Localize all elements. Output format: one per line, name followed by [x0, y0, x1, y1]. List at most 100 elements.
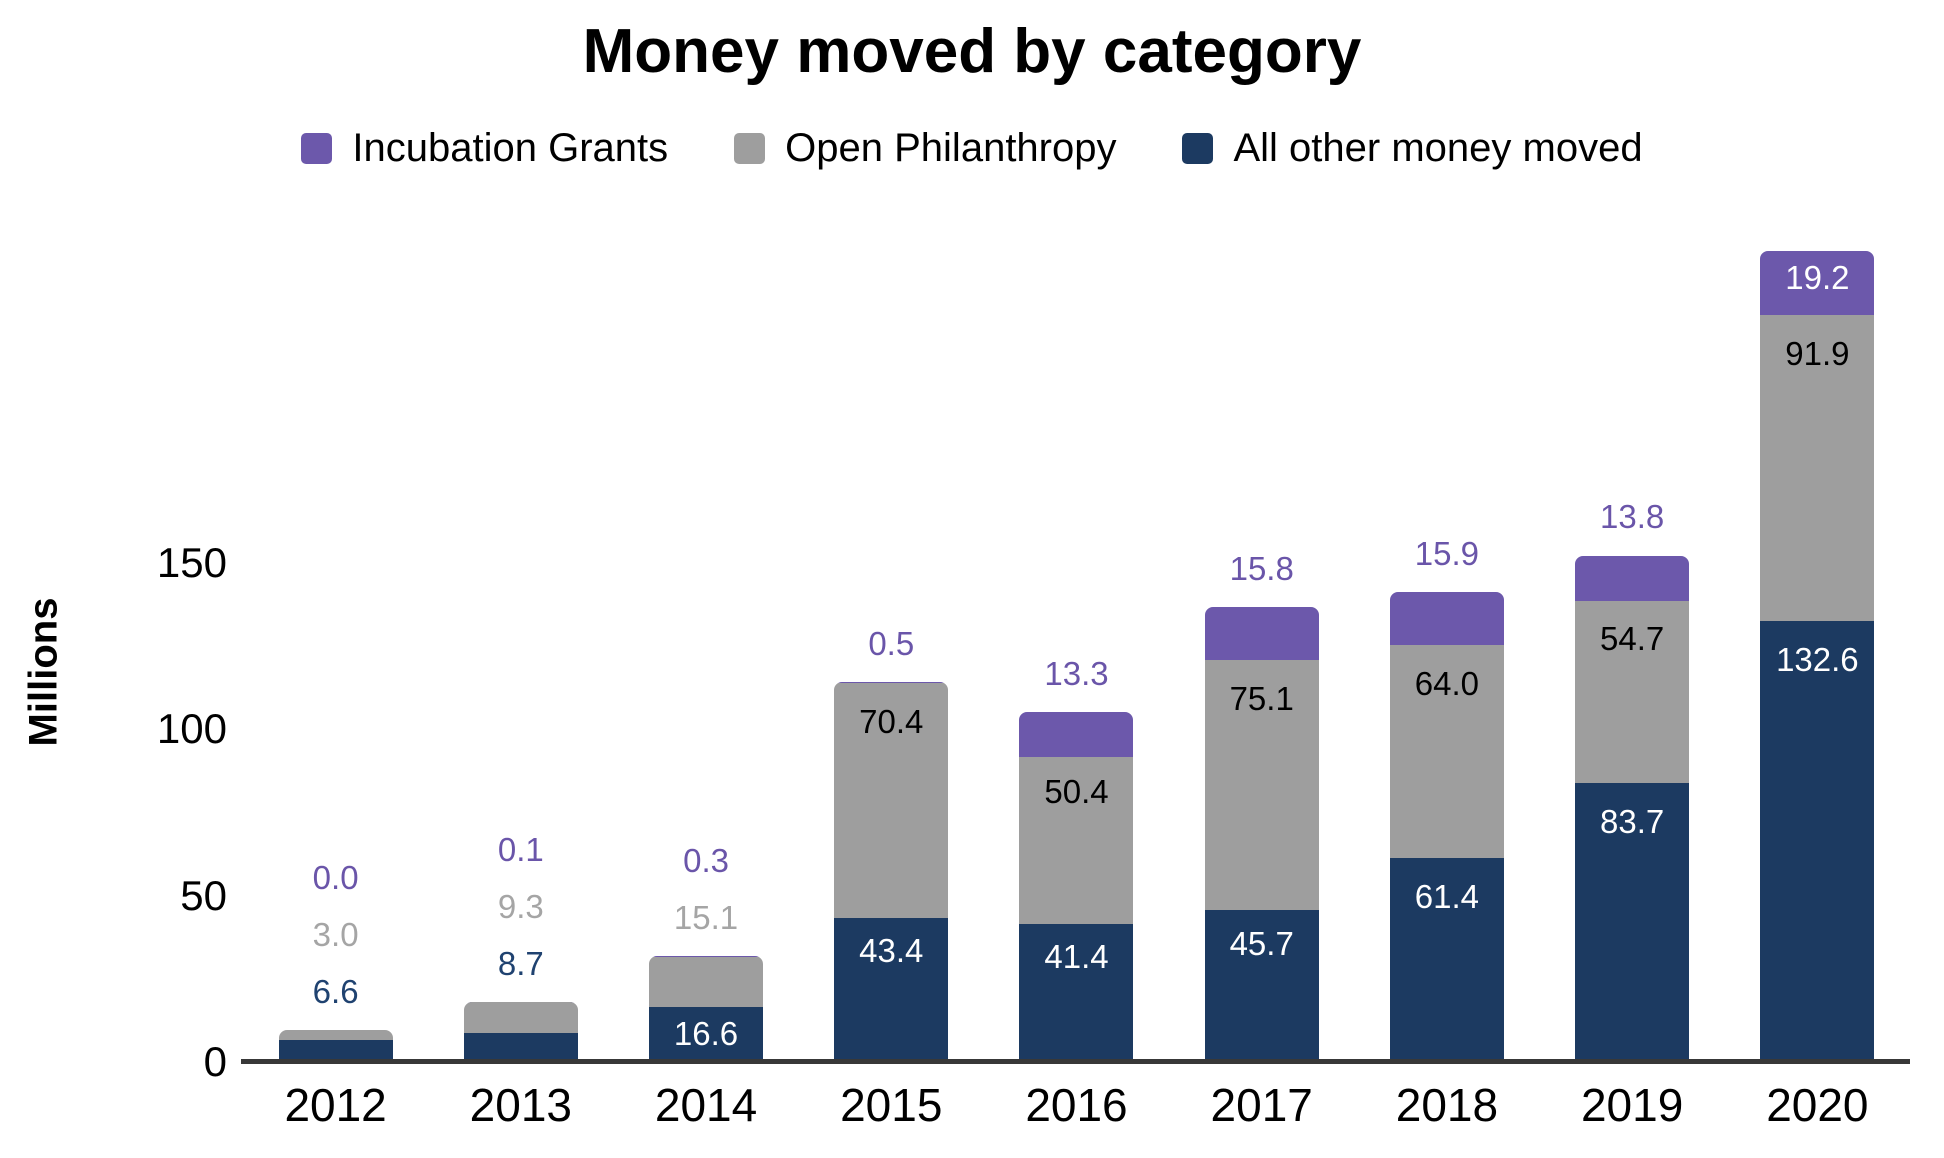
bar-segment: 61.4	[1389, 857, 1504, 1062]
x-axis-tick-label: 2019	[1580, 1079, 1684, 1131]
x-axis-tick-label: 2014	[654, 1079, 758, 1131]
segment-value-label: 43.4	[859, 932, 924, 970]
y-axis-tick-label: 150	[156, 538, 227, 586]
legend-item: Open Philanthropy	[734, 126, 1116, 171]
segment-value-label: 64.0	[1414, 664, 1480, 702]
segment-value-label: 16.6	[673, 1014, 739, 1052]
bar-segment	[834, 681, 949, 684]
segment-value-label: 75.1	[1229, 680, 1294, 717]
y-axis-tick-label: 50	[180, 871, 227, 919]
above-value-label: 13.3	[1044, 655, 1109, 693]
chart-title: Money moved by category	[582, 17, 1362, 86]
bar-column: 0.1 9.3 8.7 2013	[428, 200, 613, 1131]
legend-item: Incubation Grants	[301, 126, 668, 171]
above-bar-labels: 13.8	[1600, 488, 1664, 545]
bar-column: 0.0 3.0 6.6 2012	[243, 200, 428, 1131]
above-value-label: 9.3	[497, 887, 544, 925]
stacked-bar: 54.7 83.7	[1575, 555, 1690, 1062]
segment-value-label: 61.4	[1414, 877, 1480, 915]
stacked-bar: 19.2 91.9 132.6	[1760, 251, 1875, 1062]
stacked-bar: 64.0 61.4	[1389, 591, 1504, 1062]
bar-segment: 41.4	[1019, 924, 1134, 1062]
bar-segment	[463, 1002, 578, 1034]
bar-column: 64.0 61.4 15.9 2018	[1354, 200, 1539, 1131]
y-axis-tick-label: 0	[203, 1038, 227, 1085]
above-value-label: 8.7	[497, 944, 544, 982]
above-bar-labels: 15.8	[1230, 540, 1294, 597]
above-bar-labels: 0.0 3.0 6.6	[313, 849, 359, 1020]
above-value-label: 0.0	[312, 859, 359, 897]
stacked-bar: 16.6	[649, 955, 764, 1062]
segment-value-label: 132.6	[1776, 640, 1859, 678]
stacked-bar	[278, 1030, 393, 1062]
above-value-label: 6.6	[312, 973, 359, 1011]
bar-column: 70.4 43.4 0.5 2015	[799, 200, 984, 1131]
bar-segment: 50.4	[1019, 756, 1134, 925]
bar-column: 19.2 91.9 132.6 2020	[1725, 200, 1910, 1131]
above-bar-labels: 13.3	[1044, 645, 1108, 702]
segment-value-label: 54.7	[1600, 619, 1665, 657]
legend-swatch	[734, 133, 766, 164]
x-axis-tick-label: 2013	[469, 1079, 572, 1131]
segment-value-label: 70.4	[859, 703, 924, 741]
x-axis-tick-label: 2015	[840, 1079, 943, 1131]
above-value-label: 15.9	[1414, 534, 1480, 572]
segment-value-label: 91.9	[1785, 334, 1850, 372]
bar-column: 75.1 45.7 15.8 2017	[1169, 200, 1354, 1131]
segment-value-label: 45.7	[1229, 925, 1294, 963]
y-axis-title: Millions	[21, 597, 66, 747]
bar-column: 50.4 41.4 13.3 2016	[984, 200, 1169, 1131]
bar-segment: 19.2	[1760, 251, 1875, 315]
bar-segment: 64.0	[1389, 644, 1504, 858]
legend-swatch	[1182, 133, 1214, 164]
above-value-label: 15.8	[1229, 550, 1294, 588]
segment-value-label: 50.4	[1044, 773, 1109, 811]
x-axis-tick-label: 2012	[284, 1079, 387, 1131]
bar-segment: 132.6	[1760, 620, 1875, 1062]
x-axis-tick-label: 2018	[1395, 1079, 1499, 1131]
above-value-label: 0.1	[497, 830, 544, 868]
legend: Incubation Grants Open Philanthropy All ot…	[0, 126, 1944, 171]
bar-segment: 75.1	[1204, 660, 1319, 910]
bar-segment: 45.7	[1204, 909, 1319, 1062]
above-bar-labels: 0.3 15.1	[674, 832, 738, 946]
bar-segment: 54.7	[1575, 601, 1690, 784]
stacked-bar: 75.1 45.7	[1204, 607, 1319, 1062]
x-axis-tick-label: 2017	[1210, 1079, 1313, 1131]
x-axis-tick-label: 2016	[1025, 1079, 1128, 1131]
bar-segment	[1204, 607, 1319, 660]
bar-segment	[1389, 591, 1504, 645]
bar-columns: 0.0 3.0 6.6 2012 0.1 9.3 8.7 2013 16.6 0.3 15.1 201…	[243, 200, 1910, 1131]
segment-value-label: 83.7	[1600, 803, 1665, 841]
legend-item: All other money moved	[1182, 126, 1643, 171]
above-value-label: 3.0	[312, 916, 359, 954]
bar-segment: 43.4	[834, 917, 949, 1062]
bar-segment	[278, 1040, 393, 1062]
x-axis-line	[241, 1059, 1910, 1064]
bar-segment	[463, 1033, 578, 1062]
stacked-bar: 50.4 41.4	[1019, 712, 1134, 1062]
segment-value-label: 41.4	[1044, 938, 1109, 975]
above-value-label: 15.1	[673, 898, 739, 936]
bar-segment: 83.7	[1575, 783, 1690, 1062]
stacked-bar	[463, 1001, 578, 1062]
stacked-bar: 70.4 43.4	[834, 681, 949, 1062]
legend-swatch	[301, 133, 333, 164]
x-axis-tick-label: 2020	[1766, 1079, 1869, 1131]
bar-segment	[649, 956, 764, 1007]
above-bar-labels: 0.5	[868, 615, 914, 672]
legend-label: All other money moved	[1233, 126, 1643, 170]
legend-label: Incubation Grants	[352, 126, 669, 170]
legend-label: Open Philanthropy	[785, 126, 1117, 170]
bar-segment	[1575, 555, 1690, 602]
above-value-label: 13.8	[1600, 498, 1665, 536]
bar-segment	[278, 1030, 393, 1041]
above-bar-labels: 0.1 9.3 8.7	[498, 821, 544, 992]
bar-segment: 91.9	[1760, 314, 1875, 621]
above-value-label: 0.3	[683, 841, 729, 879]
plot-area: 0 50 100 150 0.0 3.0 6.6 2012 0.1 9.3 8.7 2013 16.6…	[157, 200, 1910, 1131]
y-axis-ticks: 0 50 100 150	[157, 200, 1910, 1085]
bar-segment	[649, 955, 764, 957]
y-axis-tick-label: 100	[156, 705, 227, 753]
segment-value-label: 19.2	[1785, 259, 1850, 296]
